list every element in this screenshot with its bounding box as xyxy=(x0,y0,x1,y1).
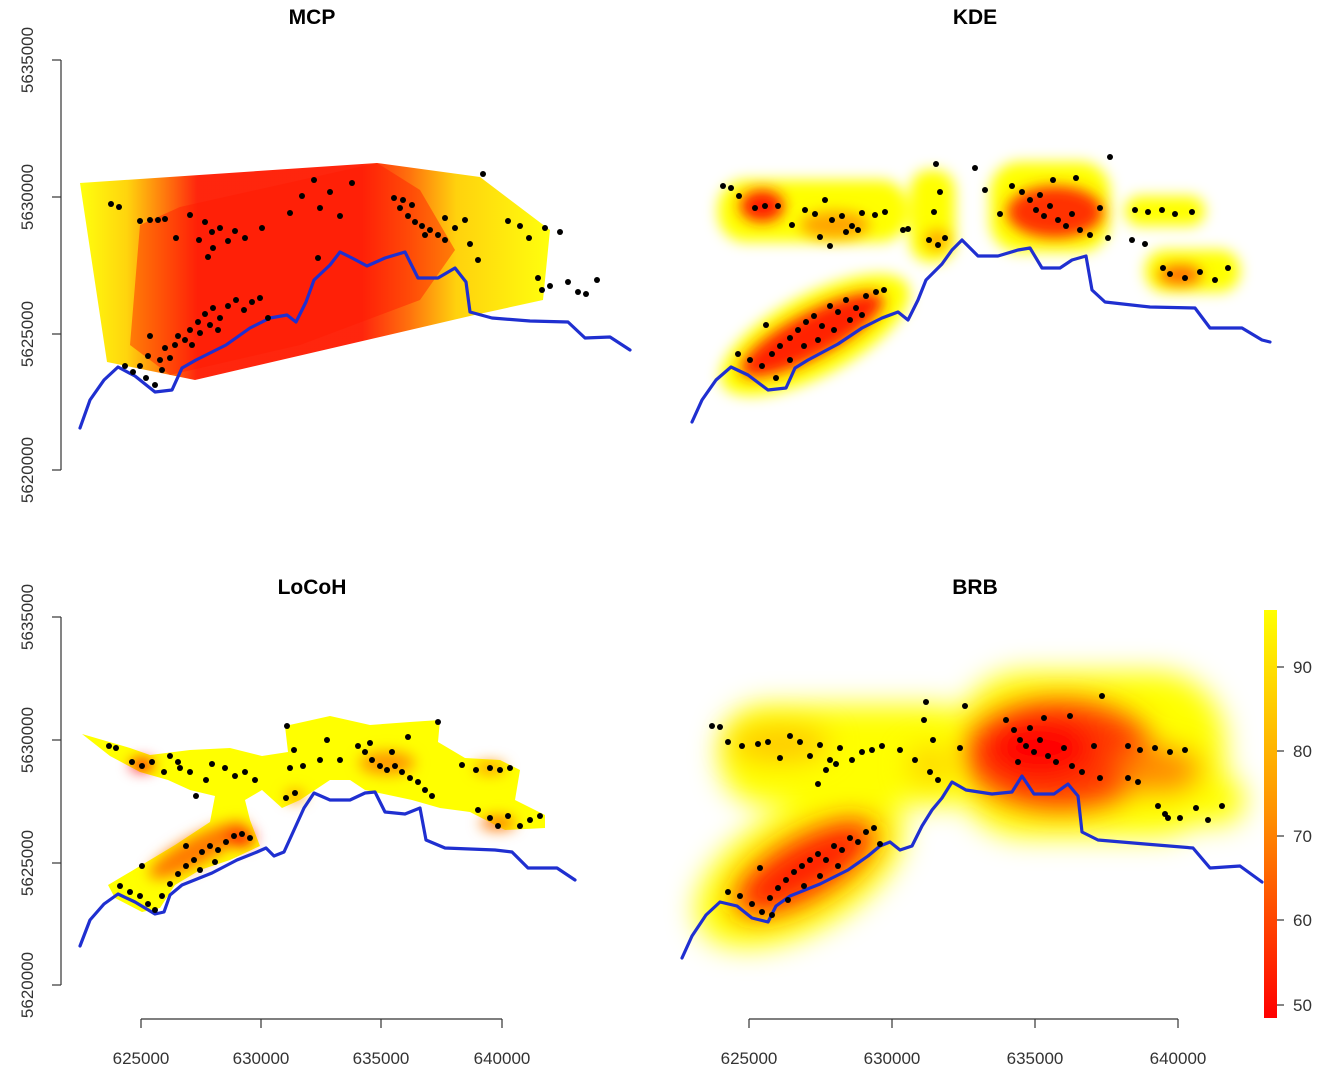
x-tick-label: 640000 xyxy=(1150,1049,1207,1068)
panel-brb: BRB xyxy=(680,576,1312,1068)
y-tick-label: 5630000 xyxy=(18,164,37,230)
river-line-brb xyxy=(680,774,1264,960)
fix-points-locoh xyxy=(106,719,543,913)
x-axis-bottom-left: 625000 630000 635000 640000 xyxy=(113,1018,531,1068)
colorbar-tick-label: 60 xyxy=(1293,911,1312,930)
color-legend: 50 60 70 80 90 xyxy=(1264,610,1312,1018)
panel-mcp: MCP 5620000 5625000 5630000 5635000 xyxy=(18,6,632,503)
panel-title-brb: BRB xyxy=(952,576,998,599)
locoh-surface xyxy=(82,716,545,912)
panel-locoh: LoCoH 5620 xyxy=(18,576,577,1068)
brb-surface xyxy=(695,672,1245,948)
fix-points-mcp xyxy=(108,171,600,388)
y-axis-bottom-left: 5620000 5625000 5630000 5635000 xyxy=(18,584,62,1018)
river-line-locoh xyxy=(78,790,577,948)
x-tick-label: 625000 xyxy=(721,1049,778,1068)
panel-title-mcp: MCP xyxy=(289,6,336,29)
panel-title-kde: KDE xyxy=(953,6,997,29)
x-tick-label: 625000 xyxy=(113,1049,170,1068)
colorbar xyxy=(1264,610,1277,1018)
kde-surface xyxy=(718,162,1240,396)
y-tick-label: 5635000 xyxy=(18,27,37,93)
y-tick-label: 5635000 xyxy=(18,584,37,650)
y-tick-label: 5620000 xyxy=(18,437,37,503)
river-line-kde xyxy=(690,238,1272,424)
x-tick-label: 630000 xyxy=(233,1049,290,1068)
y-axis-top-left: 5620000 5625000 5630000 5635000 xyxy=(18,27,62,503)
mcp-surface xyxy=(80,163,550,380)
y-tick-label: 5625000 xyxy=(18,301,37,367)
panel-kde: KDE xyxy=(690,6,1272,424)
x-tick-label: 635000 xyxy=(353,1049,410,1068)
river-line-mcp xyxy=(78,250,632,430)
colorbar-tick-label: 70 xyxy=(1293,827,1312,846)
x-tick-label: 630000 xyxy=(864,1049,921,1068)
y-tick-label: 5620000 xyxy=(18,952,37,1018)
colorbar-tick-label: 50 xyxy=(1293,996,1312,1015)
x-tick-label: 635000 xyxy=(1007,1049,1064,1068)
fix-points-kde xyxy=(720,154,1231,381)
fix-points-brb xyxy=(709,693,1225,918)
y-tick-label: 5630000 xyxy=(18,707,37,773)
x-axis-bottom-right: 625000 630000 635000 640000 xyxy=(721,1018,1207,1068)
panel-title-locoh: LoCoH xyxy=(278,576,347,599)
x-tick-label: 640000 xyxy=(474,1049,531,1068)
colorbar-tick-label: 80 xyxy=(1293,742,1312,761)
colorbar-tick-label: 90 xyxy=(1293,658,1312,677)
y-tick-label: 5625000 xyxy=(18,830,37,896)
